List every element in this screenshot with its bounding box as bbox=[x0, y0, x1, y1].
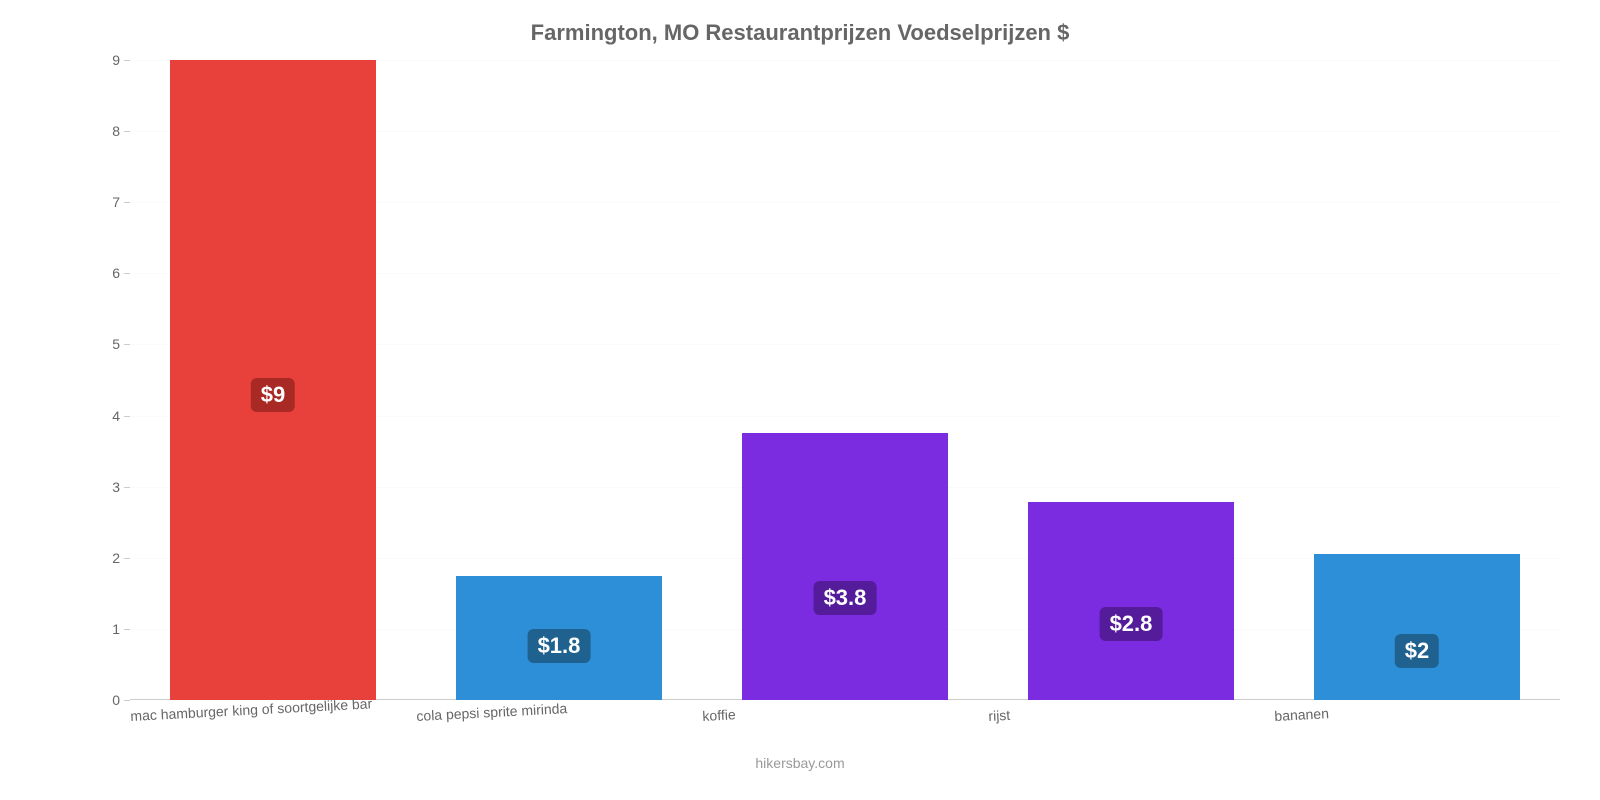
bar: $2 bbox=[1314, 554, 1520, 700]
x-tick-label: koffie bbox=[702, 706, 736, 724]
y-tick-mark bbox=[124, 273, 130, 274]
plot-area: 0123456789$9mac hamburger king of soortg… bbox=[130, 60, 1560, 700]
bar: $2.8 bbox=[1028, 502, 1234, 700]
bar: $1.8 bbox=[456, 576, 662, 700]
bar: $3.8 bbox=[742, 433, 948, 700]
bar-chart: Farmington, MO Restaurantprijzen Voedsel… bbox=[0, 0, 1600, 800]
bar: $9 bbox=[170, 60, 376, 700]
y-tick-mark bbox=[124, 60, 130, 61]
bar-value-label: $3.8 bbox=[814, 581, 877, 615]
credit-text: hikersbay.com bbox=[0, 755, 1600, 771]
bar-value-label: $9 bbox=[251, 378, 295, 412]
bar-value-label: $2 bbox=[1395, 634, 1439, 668]
chart-title: Farmington, MO Restaurantprijzen Voedsel… bbox=[0, 20, 1600, 46]
y-tick-mark bbox=[124, 700, 130, 701]
x-tick-label: cola pepsi sprite mirinda bbox=[416, 700, 568, 724]
y-tick-mark bbox=[124, 558, 130, 559]
y-tick-mark bbox=[124, 344, 130, 345]
bar-value-label: $2.8 bbox=[1100, 607, 1163, 641]
x-tick-label: rijst bbox=[988, 707, 1011, 724]
x-tick-label: bananen bbox=[1274, 705, 1329, 724]
y-tick-mark bbox=[124, 487, 130, 488]
y-tick-mark bbox=[124, 629, 130, 630]
bar-value-label: $1.8 bbox=[528, 629, 591, 663]
y-tick-mark bbox=[124, 416, 130, 417]
y-tick-mark bbox=[124, 202, 130, 203]
y-tick-mark bbox=[124, 131, 130, 132]
